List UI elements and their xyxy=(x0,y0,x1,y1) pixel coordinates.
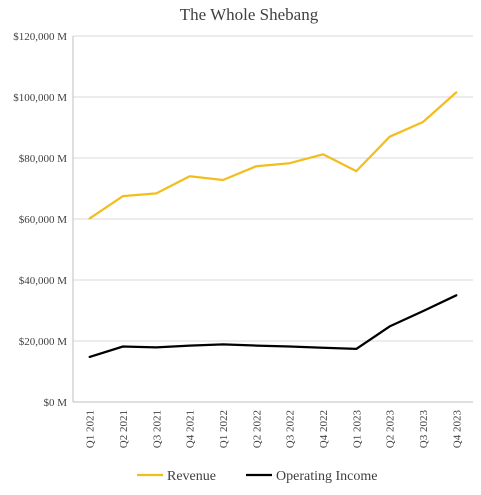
x-tick-label: Q3 2022 xyxy=(285,410,297,448)
x-tick-label: Q4 2022 xyxy=(318,410,330,448)
y-tick-label: $40,000 M xyxy=(19,275,68,287)
x-tick-label: Q2 2023 xyxy=(385,410,397,449)
legend-label: Revenue xyxy=(167,469,216,484)
legend-label: Operating Income xyxy=(276,469,377,484)
x-tick-label: Q1 2022 xyxy=(218,410,230,448)
x-tick-label: Q1 2023 xyxy=(351,410,363,449)
y-tick-label: $120,000 M xyxy=(13,31,67,43)
y-tick-label: $0 M xyxy=(43,397,67,409)
x-tick-label: Q4 2023 xyxy=(451,410,463,449)
x-tick-label: Q3 2021 xyxy=(151,410,163,448)
y-tick-label: $60,000 M xyxy=(19,214,68,226)
x-tick-label: Q3 2023 xyxy=(418,410,430,449)
y-tick-label: $100,000 M xyxy=(13,92,67,104)
chart-title: The Whole Shebang xyxy=(180,5,319,24)
x-tick-label: Q1 2021 xyxy=(85,410,97,448)
y-tick-label: $80,000 M xyxy=(19,153,68,165)
y-tick-label: $20,000 M xyxy=(19,336,68,348)
x-tick-label: Q4 2021 xyxy=(185,410,197,448)
x-tick-label: Q2 2022 xyxy=(251,410,263,448)
x-tick-label: Q2 2021 xyxy=(118,410,130,448)
series-line xyxy=(88,91,458,220)
series-line xyxy=(88,294,458,359)
